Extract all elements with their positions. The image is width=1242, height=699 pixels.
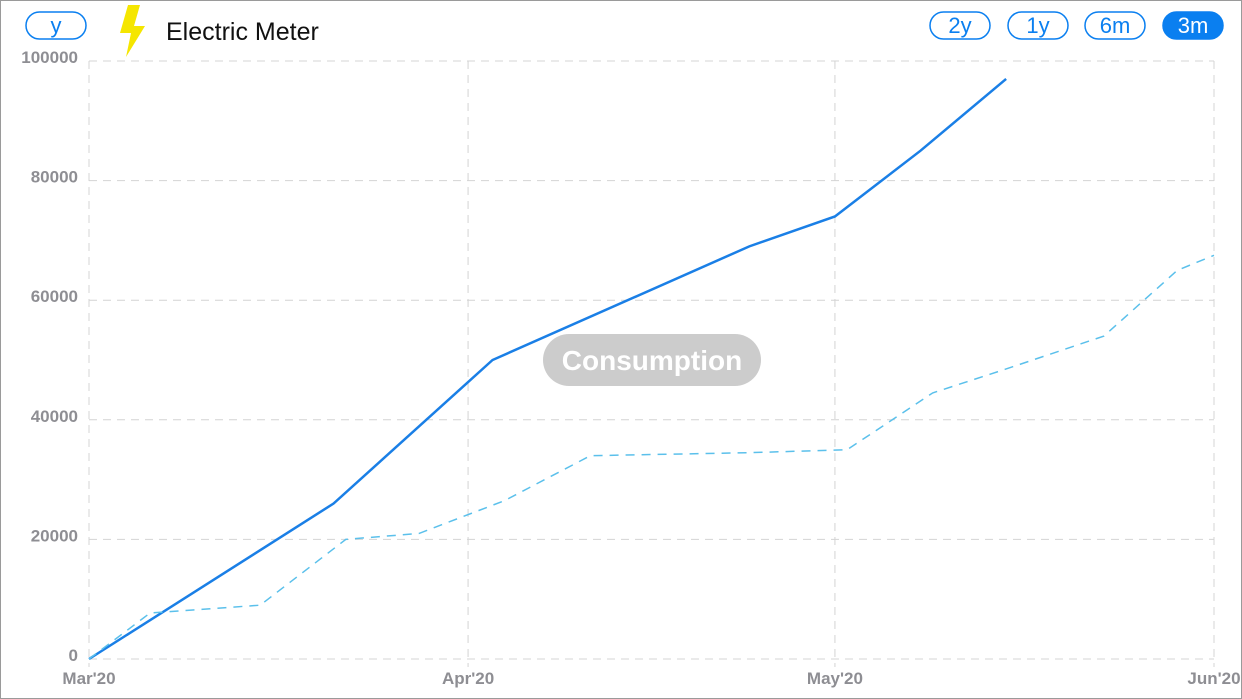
y-tick-label: 80000: [31, 168, 78, 187]
lightning-icon: [120, 5, 145, 57]
y-tick-label: 40000: [31, 407, 78, 426]
y-tick-label: 100000: [21, 48, 78, 67]
button-label[interactable]: 3m: [1178, 13, 1209, 38]
chart-title: Electric Meter: [166, 18, 319, 46]
button-outline[interactable]: [929, 11, 991, 40]
range-button[interactable]: 3m: [1162, 11, 1224, 40]
button-outline[interactable]: [1007, 11, 1069, 40]
x-tick-label: May'20: [807, 669, 863, 688]
button-label[interactable]: 2y: [948, 13, 971, 38]
y-tick-label: 20000: [31, 526, 78, 545]
range-button[interactable]: 2y: [929, 11, 991, 40]
y-tick-label: 0: [69, 646, 78, 665]
button-label[interactable]: y: [51, 13, 62, 38]
x-tick-label: Mar'20: [62, 669, 115, 688]
annotation: Consumption: [562, 345, 742, 376]
x-tick-label: Apr'20: [442, 669, 494, 688]
axis-button[interactable]: y: [25, 11, 87, 40]
button-label[interactable]: 6m: [1100, 13, 1131, 38]
x-tick-label: Jun'20: [1187, 669, 1240, 688]
annotation-pill: [543, 334, 761, 386]
range-button[interactable]: 1y: [1007, 11, 1069, 40]
y-tick-label: 60000: [31, 287, 78, 306]
range-button[interactable]: 6m: [1084, 11, 1146, 40]
button-outline[interactable]: [1162, 11, 1224, 40]
button-label[interactable]: 1y: [1026, 13, 1049, 38]
data-line: [88, 254, 1215, 660]
button-outline[interactable]: [25, 11, 87, 40]
data-line: [88, 77, 1007, 661]
button-outline[interactable]: [1084, 11, 1146, 40]
